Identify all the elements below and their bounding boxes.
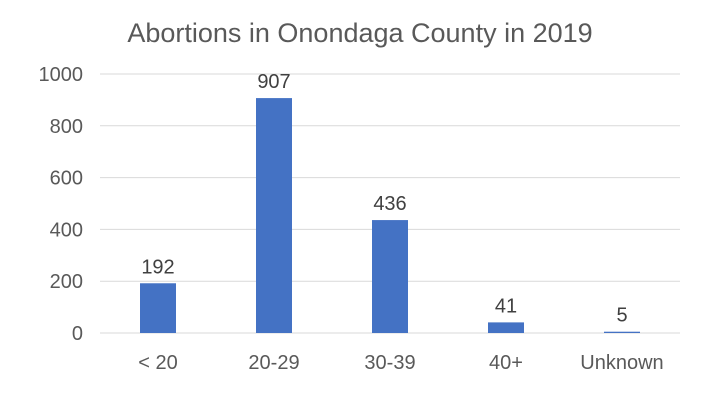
data-label: 5 <box>616 305 627 327</box>
x-tick-label: < 20 <box>138 352 177 374</box>
y-axis-ticks: 0 200 400 600 800 1000 <box>39 64 84 345</box>
data-label: 907 <box>257 71 290 93</box>
y-tick-label: 200 <box>50 271 83 293</box>
bar <box>256 98 292 333</box>
data-label: 41 <box>495 295 517 317</box>
bar <box>488 322 524 333</box>
data-labels: 192 907 436 41 5 <box>141 71 627 327</box>
y-tick-label: 1000 <box>39 64 84 86</box>
bar <box>140 283 176 333</box>
bar <box>604 331 640 333</box>
chart-title: Abortions in Onondaga County in 2019 <box>127 18 593 48</box>
x-tick-label: 20-29 <box>248 352 299 374</box>
y-tick-label: 0 <box>72 323 83 345</box>
y-tick-label: 400 <box>50 219 83 241</box>
x-tick-label: Unknown <box>580 352 663 374</box>
x-tick-label: 30-39 <box>364 352 415 374</box>
y-tick-label: 600 <box>50 168 83 190</box>
data-label: 436 <box>373 193 406 215</box>
x-tick-label: 40+ <box>489 352 523 374</box>
bar <box>372 220 408 333</box>
y-tick-label: 800 <box>50 116 83 138</box>
data-label: 192 <box>141 256 174 278</box>
bars <box>140 98 640 333</box>
x-axis-ticks: < 20 20-29 30-39 40+ Unknown <box>138 352 663 374</box>
